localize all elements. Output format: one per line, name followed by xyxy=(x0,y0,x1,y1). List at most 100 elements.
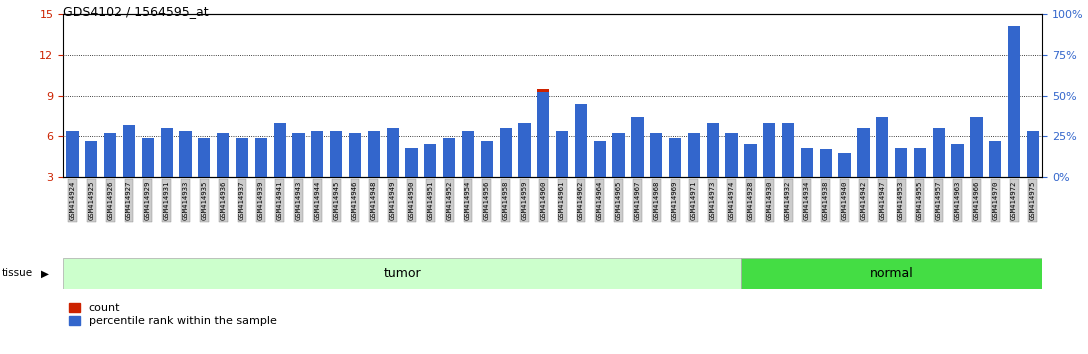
Bar xyxy=(706,123,719,177)
Bar xyxy=(123,125,135,177)
Bar xyxy=(741,258,1052,289)
Bar xyxy=(461,131,474,177)
Bar xyxy=(631,128,644,177)
Text: GSM414925: GSM414925 xyxy=(88,181,95,220)
Text: GSM414937: GSM414937 xyxy=(239,181,245,220)
Bar xyxy=(104,147,116,177)
Bar xyxy=(406,153,418,177)
Bar xyxy=(1027,138,1039,177)
Bar xyxy=(744,151,756,177)
Text: normal: normal xyxy=(869,267,914,280)
Text: GSM414944: GSM414944 xyxy=(314,181,320,220)
Bar xyxy=(839,153,851,177)
Bar xyxy=(236,138,248,177)
Bar xyxy=(161,128,173,177)
Bar xyxy=(574,104,588,177)
Bar xyxy=(1007,28,1021,177)
Text: GSM414949: GSM414949 xyxy=(390,181,396,220)
Bar xyxy=(273,136,286,177)
Bar xyxy=(66,131,78,177)
Text: GSM414940: GSM414940 xyxy=(842,181,848,220)
Bar xyxy=(461,146,474,177)
Bar xyxy=(726,147,738,177)
Bar xyxy=(63,258,741,289)
Bar xyxy=(839,155,851,177)
Text: GSM414960: GSM414960 xyxy=(541,181,546,220)
Bar xyxy=(651,133,663,177)
Bar xyxy=(311,146,323,177)
Bar xyxy=(518,123,531,177)
Text: GSM414964: GSM414964 xyxy=(597,181,603,220)
Bar xyxy=(198,138,210,177)
Text: GSM414962: GSM414962 xyxy=(578,181,584,220)
Bar xyxy=(66,146,78,177)
Text: GSM414948: GSM414948 xyxy=(371,181,376,220)
Text: GSM414935: GSM414935 xyxy=(201,181,208,220)
Bar xyxy=(537,92,549,177)
Bar xyxy=(368,131,380,177)
Text: GSM414974: GSM414974 xyxy=(729,181,734,220)
Bar xyxy=(613,147,625,177)
Bar xyxy=(594,141,606,177)
Text: GSM414975: GSM414975 xyxy=(1030,181,1036,220)
Text: GSM414941: GSM414941 xyxy=(276,181,283,220)
Text: GSM414953: GSM414953 xyxy=(898,181,904,220)
Bar xyxy=(706,136,719,177)
Bar xyxy=(932,128,944,177)
Text: tissue: tissue xyxy=(2,268,34,279)
Text: GSM414957: GSM414957 xyxy=(936,181,942,220)
Bar xyxy=(857,143,869,177)
Bar xyxy=(763,136,776,177)
Bar xyxy=(141,138,154,177)
Bar xyxy=(669,149,681,177)
Text: GSM414972: GSM414972 xyxy=(1011,181,1017,220)
Bar xyxy=(330,131,343,177)
Bar xyxy=(217,133,230,177)
Text: GSM414963: GSM414963 xyxy=(954,181,961,220)
Bar xyxy=(217,147,230,177)
Text: ▶: ▶ xyxy=(41,268,49,279)
Bar xyxy=(499,144,511,177)
Bar xyxy=(613,133,625,177)
Bar xyxy=(406,148,418,177)
Text: GSM414927: GSM414927 xyxy=(126,181,132,220)
Legend: count, percentile rank within the sample: count, percentile rank within the sample xyxy=(69,303,276,326)
Text: GSM414951: GSM414951 xyxy=(428,181,433,220)
Text: GSM414967: GSM414967 xyxy=(634,181,641,220)
Bar xyxy=(801,153,813,177)
Bar xyxy=(481,141,493,177)
Text: GSM414966: GSM414966 xyxy=(974,181,979,220)
Bar xyxy=(85,150,98,177)
Text: GSM414956: GSM414956 xyxy=(484,181,490,220)
Bar xyxy=(161,144,173,177)
Bar xyxy=(914,153,926,177)
Bar xyxy=(631,117,644,177)
Bar xyxy=(85,141,98,177)
Text: GSM414954: GSM414954 xyxy=(465,181,471,220)
Bar xyxy=(876,117,889,177)
Bar xyxy=(594,150,606,177)
Text: tumor: tumor xyxy=(383,267,421,280)
Bar xyxy=(782,123,794,177)
Text: GSM414943: GSM414943 xyxy=(296,181,301,220)
Bar xyxy=(424,144,436,177)
Text: GSM414934: GSM414934 xyxy=(804,181,809,220)
Bar xyxy=(951,151,964,177)
Bar xyxy=(669,138,681,177)
Text: GSM414952: GSM414952 xyxy=(446,181,453,220)
Bar xyxy=(481,150,493,177)
Bar xyxy=(819,149,832,177)
Text: GSM414939: GSM414939 xyxy=(258,181,263,220)
Text: GSM414969: GSM414969 xyxy=(672,181,678,220)
Bar xyxy=(349,133,361,177)
Text: GSM414924: GSM414924 xyxy=(70,181,75,220)
Text: GSM414932: GSM414932 xyxy=(786,181,791,220)
Bar xyxy=(123,143,135,177)
Bar xyxy=(255,149,267,177)
Text: GDS4102 / 1564595_at: GDS4102 / 1564595_at xyxy=(63,5,209,18)
Bar xyxy=(424,151,436,177)
Bar xyxy=(688,147,700,177)
Bar xyxy=(932,143,944,177)
Bar xyxy=(914,148,926,177)
Bar xyxy=(895,153,907,177)
